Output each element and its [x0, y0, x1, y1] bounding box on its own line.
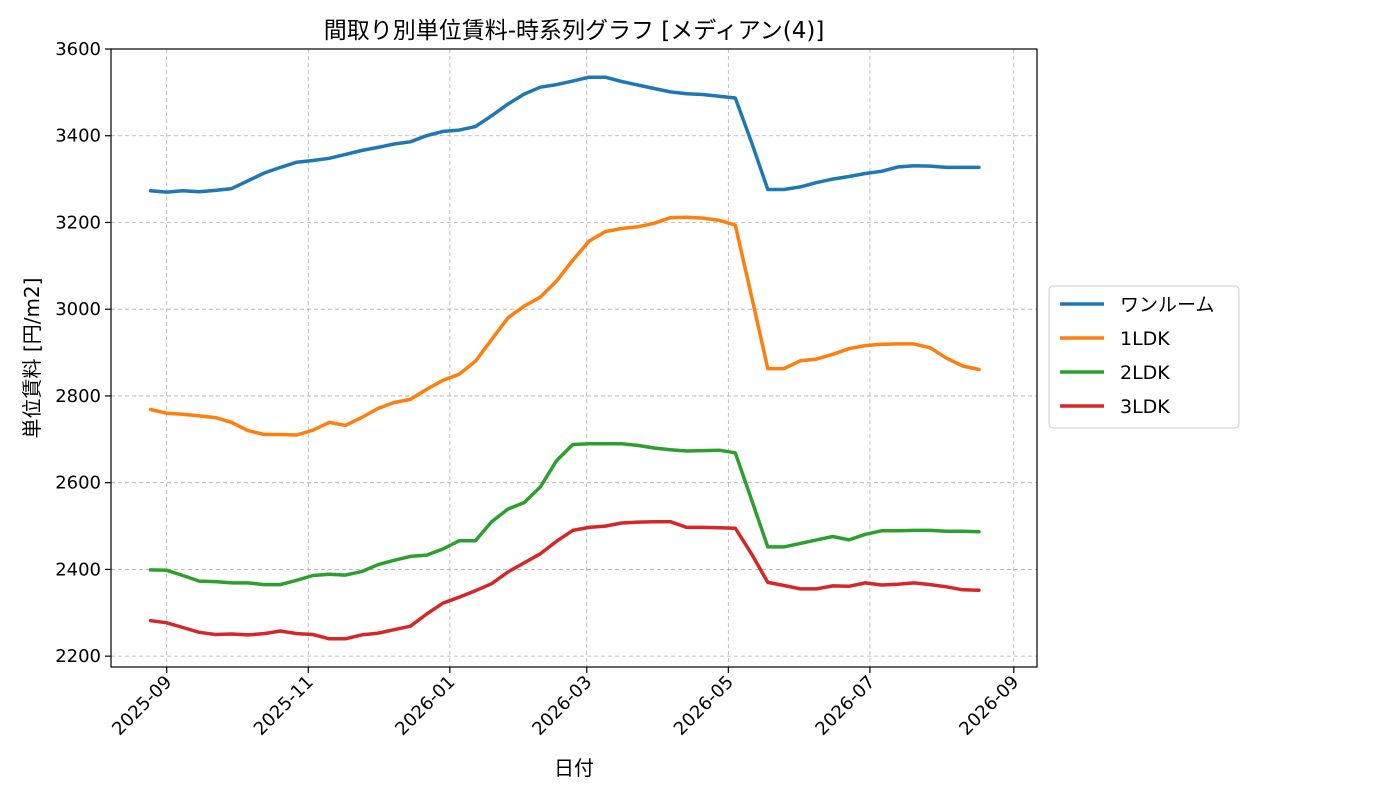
- x-tick-label: 2026-01: [391, 672, 459, 740]
- y-axis: 2200 2400 2600 2800 3000 3200 3400 3600: [55, 39, 111, 667]
- series-line-2: [148, 215, 981, 437]
- grid-lines: [111, 48, 1037, 667]
- x-tick-label: 2025-09: [108, 672, 176, 740]
- x-tick-label: 2026-07: [811, 672, 879, 740]
- legend-label: ワンルーム: [1120, 294, 1214, 316]
- legend-label: 3LDK: [1120, 396, 1170, 418]
- y-tick-label: 2400: [55, 559, 101, 580]
- y-tick-label: 3200: [55, 212, 101, 233]
- x-axis: 2025-09 2025-11 2026-01 2026-03 2026-05 2026-…: [108, 667, 1023, 740]
- y-tick-label: 3600: [55, 39, 101, 60]
- y-axis-label: 単位賃料 [円/m2]: [20, 278, 44, 439]
- x-tick-label: 2026-03: [528, 672, 596, 740]
- x-axis-label: 日付: [554, 756, 594, 780]
- x-tick-label: 2026-09: [955, 672, 1023, 740]
- y-tick-label: 3400: [55, 126, 101, 147]
- series-lines: [148, 75, 981, 641]
- plot-area-frame: [110, 48, 1038, 668]
- legend: ワンルーム 1LDK 2LDK 3LDK: [1048, 285, 1240, 429]
- series-line-3: [148, 441, 981, 587]
- x-tick-label: 2026-05: [670, 672, 738, 740]
- legend-label: 1LDK: [1120, 328, 1170, 350]
- y-tick-label: 2600: [55, 473, 101, 494]
- y-tick-label: 3000: [55, 299, 101, 320]
- series-line-1: [148, 75, 981, 194]
- x-tick-label: 2025-11: [250, 672, 318, 740]
- y-tick-label: 2800: [55, 386, 101, 407]
- series-line-4: [148, 519, 981, 641]
- legend-label: 2LDK: [1120, 362, 1170, 384]
- y-tick-label: 2200: [55, 646, 101, 667]
- legend-box: [1048, 285, 1240, 429]
- chart-title: 間取り別単位賃料-時系列グラフ [メディアン(4)]: [324, 18, 825, 44]
